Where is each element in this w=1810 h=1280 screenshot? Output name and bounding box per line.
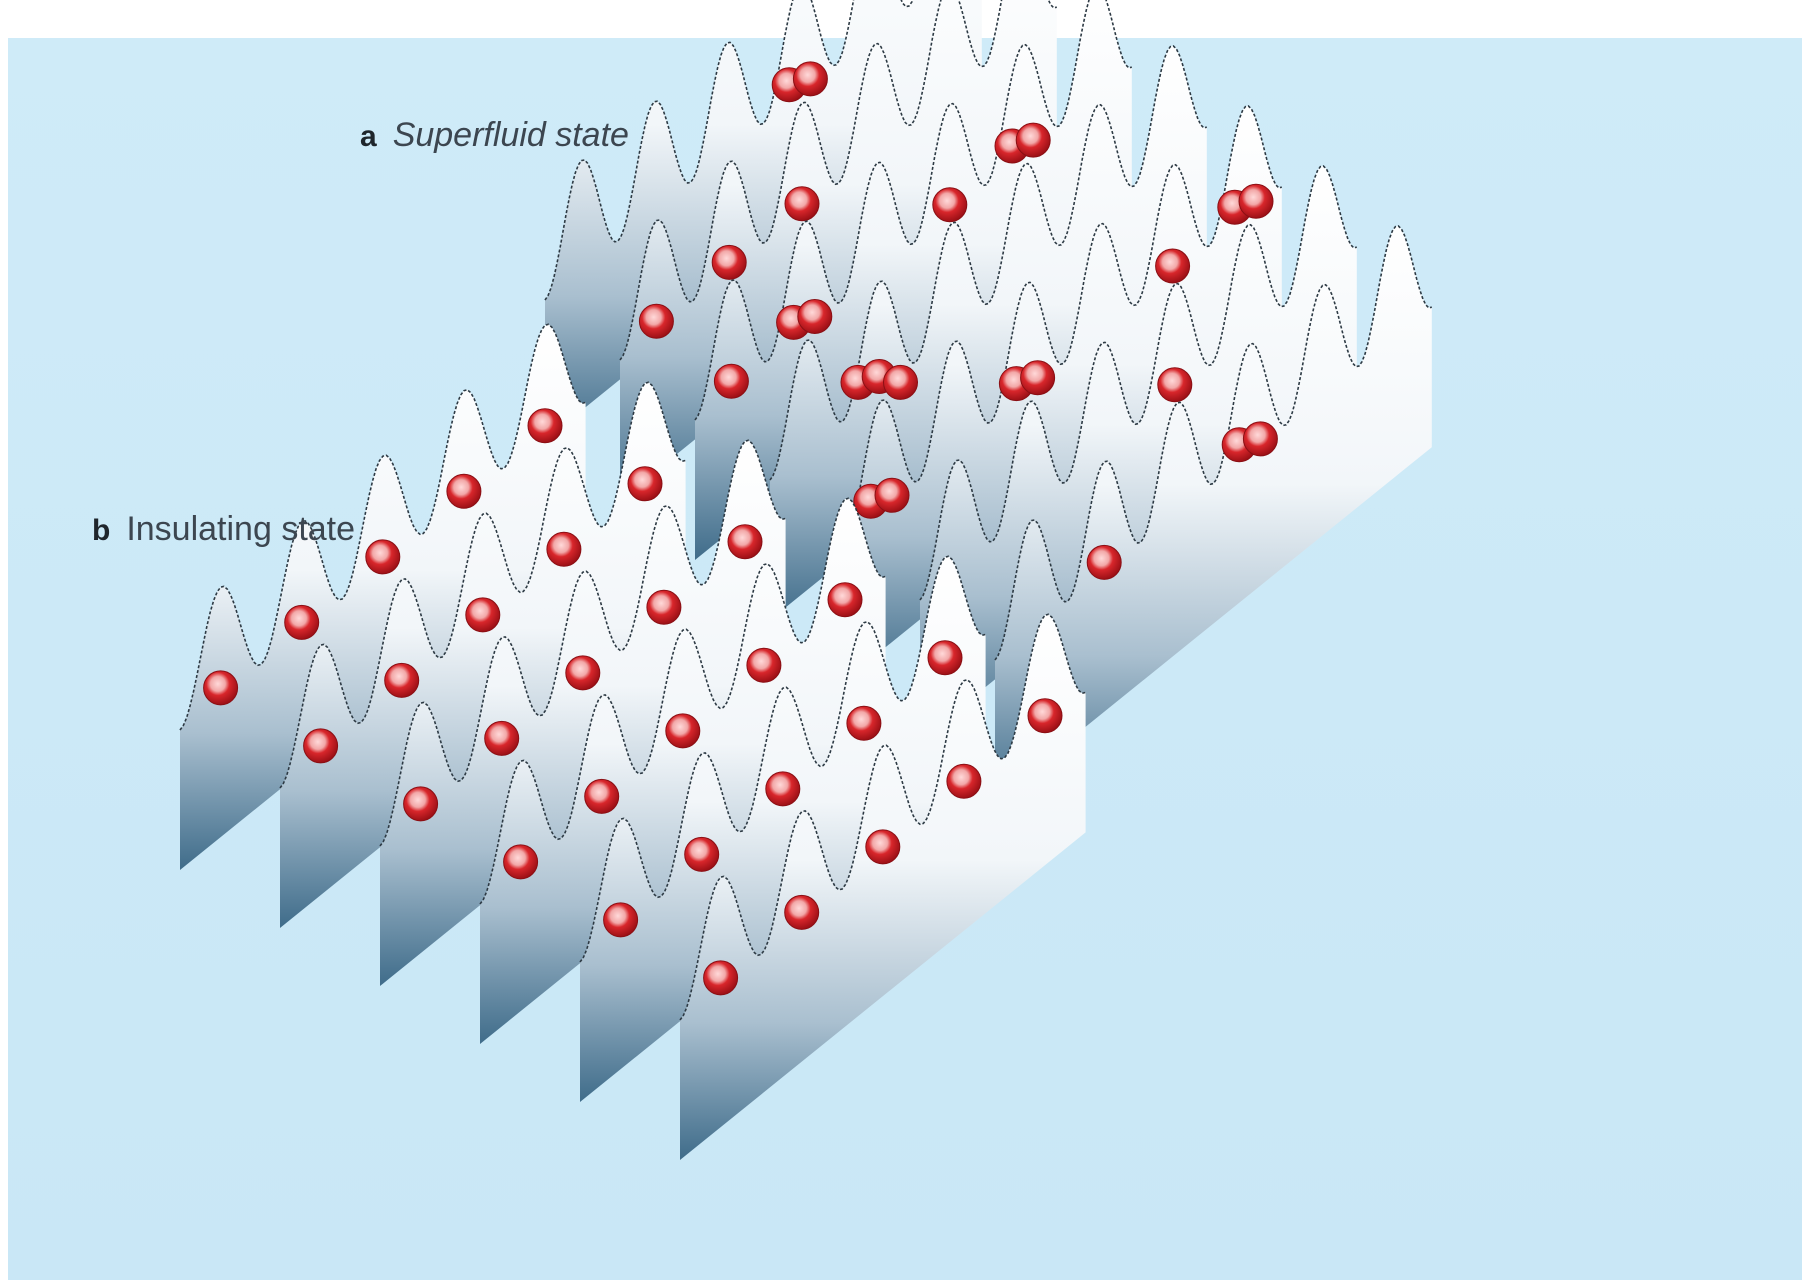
superfluid-row-crest bbox=[544, 0, 914, 301]
insulating-atom bbox=[484, 720, 520, 756]
insulating-atom bbox=[746, 647, 782, 683]
insulating-atom bbox=[203, 670, 239, 706]
superfluid-atom bbox=[1020, 360, 1056, 396]
superfluid-row-crest bbox=[994, 225, 1432, 661]
insulating-row bbox=[179, 323, 586, 870]
insulating-atom bbox=[284, 604, 320, 640]
superfluid-atom bbox=[883, 364, 918, 400]
insulating-atom bbox=[584, 778, 620, 814]
superfluid-row bbox=[994, 225, 1432, 800]
insulating-row-crest bbox=[179, 323, 586, 731]
panel-a-title: Superfluid state bbox=[392, 116, 629, 154]
superfluid-row-surface bbox=[995, 226, 1432, 800]
insulating-atom bbox=[846, 705, 882, 741]
superfluid-atom bbox=[1157, 367, 1193, 403]
insulating-row-surface bbox=[380, 440, 786, 986]
panel-a-label: a Superfluid state bbox=[360, 116, 629, 155]
insulating-row-surface bbox=[680, 614, 1086, 1160]
superfluid-atom bbox=[1155, 248, 1191, 284]
insulating-atom bbox=[665, 713, 701, 749]
superfluid-lattice bbox=[544, 0, 1432, 800]
insulating-row bbox=[479, 497, 886, 1044]
panel-b-letter: b bbox=[92, 514, 111, 547]
insulating-atom bbox=[527, 408, 563, 444]
insulating-atom bbox=[927, 640, 963, 676]
insulating-atom bbox=[303, 728, 339, 764]
insulating-row-surface bbox=[280, 382, 686, 928]
superfluid-row-crest bbox=[694, 0, 1132, 421]
superfluid-atom bbox=[874, 477, 910, 513]
insulating-row bbox=[379, 439, 786, 986]
insulating-atom bbox=[365, 539, 401, 575]
insulating-atom bbox=[446, 473, 482, 509]
insulating-atom bbox=[503, 844, 539, 880]
insulating-atom bbox=[765, 771, 801, 807]
insulating-atom bbox=[827, 582, 863, 618]
insulating-atom bbox=[546, 531, 582, 567]
insulating-atom bbox=[703, 960, 739, 996]
panel-b-title: Insulating state bbox=[126, 510, 356, 548]
insulating-row-crest bbox=[279, 381, 686, 789]
insulating-atom bbox=[603, 902, 639, 938]
superfluid-atom bbox=[638, 303, 674, 339]
insulating-atom bbox=[565, 655, 601, 691]
superfluid-atom bbox=[1242, 421, 1278, 457]
superfluid-atom bbox=[797, 299, 833, 334]
insulating-atom bbox=[646, 589, 682, 625]
insulating-row-crest bbox=[679, 613, 1086, 1021]
superfluid-atom bbox=[711, 244, 747, 280]
insulating-row-crest bbox=[379, 439, 786, 847]
superfluid-atom bbox=[1086, 544, 1122, 580]
superfluid-row-crest bbox=[919, 165, 1357, 601]
insulating-row-crest bbox=[479, 497, 886, 905]
superfluid-atom bbox=[792, 61, 828, 97]
panel-a-letter: a bbox=[360, 120, 377, 153]
superfluid-atom bbox=[1015, 122, 1051, 158]
insulating-row-surface bbox=[180, 324, 586, 870]
insulating-row-surface bbox=[580, 556, 986, 1102]
superfluid-atom bbox=[932, 187, 968, 223]
superfluid-atom bbox=[784, 186, 820, 222]
insulating-row-surface bbox=[480, 498, 886, 1044]
insulating-atom bbox=[627, 466, 663, 502]
insulating-atom bbox=[946, 763, 982, 799]
panel-b-label: b Insulating state bbox=[92, 510, 355, 549]
insulating-row bbox=[579, 555, 986, 1102]
insulating-atom bbox=[465, 597, 501, 633]
insulating-atom bbox=[1027, 698, 1063, 734]
insulating-row bbox=[679, 613, 1086, 1160]
insulating-atom bbox=[727, 524, 763, 560]
insulating-lattice bbox=[179, 323, 1086, 1160]
superfluid-row-crest bbox=[844, 105, 1282, 541]
insulating-atom bbox=[384, 662, 420, 698]
insulating-atom bbox=[403, 786, 439, 822]
superfluid-row-crest bbox=[619, 0, 1057, 361]
insulating-row-crest bbox=[579, 555, 986, 963]
insulating-atom bbox=[865, 829, 901, 865]
superfluid-row-crest bbox=[769, 45, 1207, 481]
insulating-atom bbox=[684, 836, 720, 872]
superfluid-atom bbox=[1238, 183, 1274, 219]
insulating-atom bbox=[784, 894, 820, 930]
insulating-row bbox=[279, 381, 686, 928]
superfluid-atom bbox=[713, 363, 749, 399]
